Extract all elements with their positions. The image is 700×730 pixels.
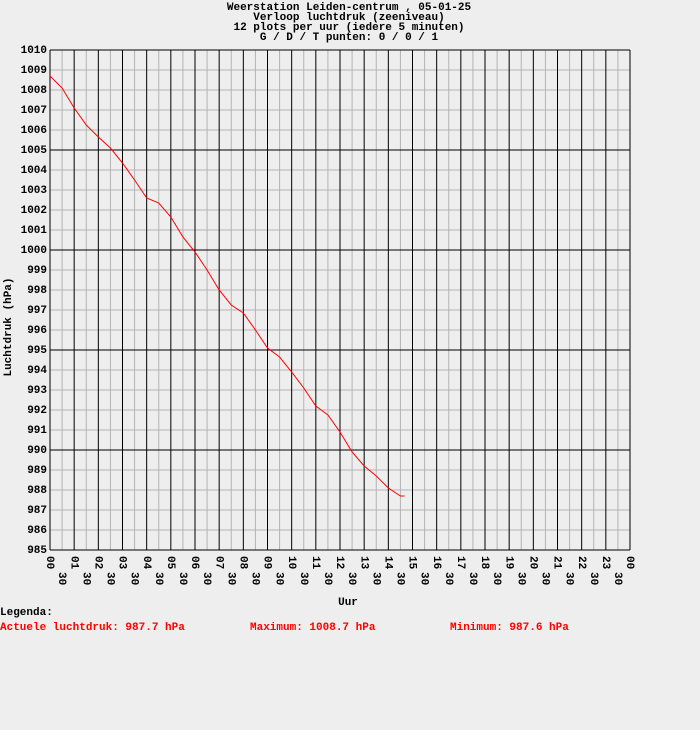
x-tick-label: 30 (611, 572, 623, 585)
x-tick-label: 05 (164, 556, 176, 570)
x-tick-label: 20 (526, 556, 538, 569)
y-axis-label: Luchtdruk (hPa) (3, 277, 15, 376)
x-tick-label: 30 (394, 572, 406, 585)
x-tick-label: 09 (261, 556, 273, 569)
x-tick-label: 10 (285, 556, 297, 569)
y-tick-label: 999 (27, 265, 47, 277)
legend-title: Legenda: (0, 607, 53, 619)
x-tick-label: 23 (599, 556, 611, 570)
x-tick-label: 02 (91, 556, 103, 569)
x-tick-label: 07 (212, 556, 224, 569)
x-tick-label: 14 (381, 556, 393, 570)
y-tick-label: 998 (27, 285, 47, 297)
y-tick-label: 1003 (21, 185, 48, 197)
chart-subtitle: 12 plots per uur (iedere 5 minuten) (233, 22, 464, 34)
x-tick-label: 06 (188, 556, 200, 569)
legend-entry: Minimum: 987.6 hPa (450, 622, 569, 634)
x-tick-label: 19 (502, 556, 514, 569)
x-tick-label: 18 (478, 556, 490, 570)
y-tick-label: 993 (27, 385, 47, 397)
y-tick-label: 995 (27, 345, 47, 357)
x-tick-label: 12 (333, 556, 345, 569)
x-tick-label: 30 (563, 572, 575, 585)
x-tick-label: 30 (55, 572, 67, 585)
y-tick-label: 1002 (21, 205, 47, 217)
y-tick-label: 1007 (21, 105, 47, 117)
x-tick-label: 30 (539, 572, 551, 585)
x-tick-label: 17 (454, 556, 466, 569)
x-tick-label: 30 (345, 572, 357, 585)
y-tick-label: 987 (27, 505, 47, 517)
x-tick-label: 21 (551, 556, 563, 570)
x-tick-label: 00 (623, 556, 635, 569)
y-tick-label: 1005 (21, 145, 48, 157)
x-tick-label: 30 (321, 572, 333, 585)
data-line (49, 75, 405, 497)
legend-entry: Actuele luchtdruk: 987.7 hPa (0, 622, 185, 634)
y-tick-label: 991 (27, 425, 47, 437)
x-tick-label: 30 (273, 572, 285, 585)
x-tick-label: 30 (79, 572, 91, 585)
y-tick-label: 990 (27, 445, 47, 457)
x-tick-label: 00 (43, 556, 55, 569)
y-tick-label: 997 (27, 305, 47, 317)
y-tick-label: 986 (27, 525, 47, 537)
x-tick-label: 11 (309, 556, 321, 570)
x-tick-label: 30 (104, 572, 116, 585)
y-tick-label: 1009 (21, 65, 47, 77)
x-tick-label: 13 (357, 556, 369, 570)
x-tick-label: 04 (140, 556, 152, 570)
x-tick-label: 30 (418, 572, 430, 585)
y-tick-label: 988 (27, 485, 47, 497)
x-tick-label: 30 (224, 572, 236, 585)
y-tick-label: 989 (27, 465, 47, 477)
y-tick-label: 1008 (21, 85, 48, 97)
x-tick-label: 30 (176, 572, 188, 585)
x-axis-label: Uur (338, 597, 358, 609)
x-tick-label: 30 (587, 572, 599, 585)
x-tick-label: 30 (514, 572, 526, 585)
x-tick-label: 01 (67, 556, 79, 570)
legend-entry: Maximum: 1008.7 hPa (250, 622, 376, 634)
y-tick-label: 1006 (21, 125, 47, 137)
y-tick-label: 992 (27, 405, 47, 417)
x-tick-label: 30 (442, 572, 454, 585)
y-tick-label: 985 (27, 545, 47, 557)
x-tick-label: 30 (128, 572, 140, 585)
y-tick-label: 1004 (21, 165, 48, 177)
y-tick-label: 1000 (21, 245, 47, 257)
x-tick-label: 08 (236, 556, 248, 570)
chart-title: Weerstation Leiden-centrum , 05-01-25 (227, 2, 472, 14)
x-tick-label: 30 (200, 572, 212, 585)
y-tick-label: 996 (27, 325, 47, 337)
x-tick-label: 30 (466, 572, 478, 585)
y-tick-label: 994 (27, 365, 47, 377)
x-tick-label: 16 (430, 556, 442, 569)
x-tick-label: 30 (297, 572, 309, 585)
x-tick-label: 30 (152, 572, 164, 585)
y-tick-label: 1001 (21, 225, 48, 237)
chart-subtitle: G / D / T punten: 0 / 0 / 1 (260, 32, 439, 44)
chart-subtitle: Verloop luchtdruk (zeeniveau) (253, 12, 444, 24)
x-tick-label: 15 (406, 556, 418, 570)
x-tick-label: 22 (575, 556, 587, 569)
y-tick-label: 1010 (21, 45, 47, 57)
x-tick-label: 30 (490, 572, 502, 585)
x-tick-label: 30 (369, 572, 381, 585)
x-tick-label: 30 (249, 572, 261, 585)
x-tick-label: 03 (116, 556, 128, 570)
